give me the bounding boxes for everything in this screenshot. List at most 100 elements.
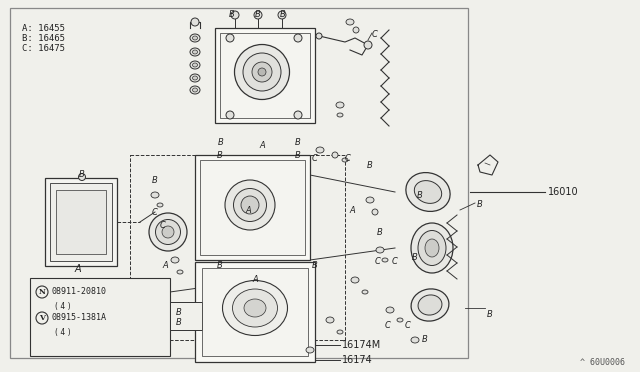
Circle shape xyxy=(79,173,86,180)
Ellipse shape xyxy=(411,223,453,273)
Circle shape xyxy=(226,111,234,119)
Bar xyxy=(195,155,310,260)
Ellipse shape xyxy=(241,196,259,214)
Bar xyxy=(45,178,117,266)
Ellipse shape xyxy=(346,19,354,25)
Circle shape xyxy=(36,312,48,324)
Ellipse shape xyxy=(151,192,159,198)
Circle shape xyxy=(316,33,322,39)
Circle shape xyxy=(191,18,199,26)
Text: C: C xyxy=(405,321,411,330)
Ellipse shape xyxy=(157,203,163,207)
Circle shape xyxy=(254,11,262,19)
Ellipse shape xyxy=(316,147,324,153)
Text: C: C xyxy=(345,154,351,163)
Text: N: N xyxy=(38,288,45,296)
Bar xyxy=(30,278,170,356)
Bar xyxy=(195,262,315,362)
Ellipse shape xyxy=(386,307,394,313)
Text: B: B xyxy=(417,190,423,199)
Text: A: A xyxy=(349,205,355,215)
Text: C: C xyxy=(160,221,166,230)
Ellipse shape xyxy=(418,295,442,315)
Circle shape xyxy=(364,41,372,49)
Ellipse shape xyxy=(232,289,278,327)
Ellipse shape xyxy=(411,289,449,321)
Text: B: B xyxy=(422,336,428,344)
Text: C: 16475: C: 16475 xyxy=(22,44,65,53)
Text: 16174M: 16174M xyxy=(342,340,381,350)
Ellipse shape xyxy=(411,337,419,343)
Circle shape xyxy=(226,34,234,42)
Text: C: C xyxy=(375,257,381,266)
Bar xyxy=(56,190,106,254)
Text: B: B xyxy=(217,260,223,269)
Ellipse shape xyxy=(171,257,179,263)
Ellipse shape xyxy=(225,180,275,230)
Text: B: B xyxy=(152,176,158,185)
Ellipse shape xyxy=(190,74,200,82)
Ellipse shape xyxy=(382,258,388,262)
Text: B: B xyxy=(367,160,373,170)
Text: A: A xyxy=(252,276,258,285)
Bar xyxy=(170,302,202,330)
Text: B: B xyxy=(218,138,224,147)
Text: B: B xyxy=(412,253,418,263)
Text: A: A xyxy=(245,205,251,215)
Text: B: B xyxy=(312,260,318,269)
Text: B: B xyxy=(176,318,182,327)
Text: C: C xyxy=(152,208,158,217)
Bar xyxy=(50,183,112,261)
Text: 16174: 16174 xyxy=(342,355,372,365)
Ellipse shape xyxy=(337,330,343,334)
Text: C: C xyxy=(372,30,378,39)
Ellipse shape xyxy=(223,280,287,336)
Ellipse shape xyxy=(162,226,174,238)
Ellipse shape xyxy=(244,299,266,317)
Ellipse shape xyxy=(234,189,266,221)
Text: B: B xyxy=(176,308,182,317)
Text: C: C xyxy=(392,257,398,266)
Circle shape xyxy=(294,34,302,42)
Ellipse shape xyxy=(336,102,344,108)
Circle shape xyxy=(36,286,48,298)
Ellipse shape xyxy=(406,173,450,211)
Text: A: A xyxy=(259,141,265,150)
Text: B: B xyxy=(477,200,483,209)
Ellipse shape xyxy=(190,61,200,69)
Ellipse shape xyxy=(306,347,314,353)
Text: B: 16465: B: 16465 xyxy=(22,34,65,43)
Bar xyxy=(10,8,468,358)
Ellipse shape xyxy=(193,76,198,80)
Ellipse shape xyxy=(234,45,289,99)
Ellipse shape xyxy=(243,53,281,91)
Text: B: B xyxy=(295,138,301,147)
Ellipse shape xyxy=(362,290,368,294)
Ellipse shape xyxy=(418,231,446,266)
Text: B: B xyxy=(229,10,235,19)
Bar xyxy=(200,160,305,255)
Ellipse shape xyxy=(337,113,343,117)
Text: ( 4 ): ( 4 ) xyxy=(55,328,70,337)
Circle shape xyxy=(294,111,302,119)
Text: A: A xyxy=(162,260,168,269)
Ellipse shape xyxy=(190,34,200,42)
Text: ( 4 ): ( 4 ) xyxy=(55,302,70,311)
Ellipse shape xyxy=(156,219,180,244)
Circle shape xyxy=(231,11,239,19)
Ellipse shape xyxy=(258,68,266,76)
Ellipse shape xyxy=(193,88,198,92)
Bar xyxy=(215,28,315,123)
Text: B: B xyxy=(295,151,301,160)
Ellipse shape xyxy=(414,181,442,203)
Ellipse shape xyxy=(425,239,439,257)
Ellipse shape xyxy=(326,317,334,323)
Circle shape xyxy=(278,11,286,19)
Ellipse shape xyxy=(397,318,403,322)
Text: 08911-20810: 08911-20810 xyxy=(52,288,107,296)
Text: V: V xyxy=(39,314,45,322)
Text: B: B xyxy=(280,10,286,19)
Text: B: B xyxy=(217,151,223,160)
Text: ^ 60U0006: ^ 60U0006 xyxy=(580,358,625,367)
Ellipse shape xyxy=(190,86,200,94)
